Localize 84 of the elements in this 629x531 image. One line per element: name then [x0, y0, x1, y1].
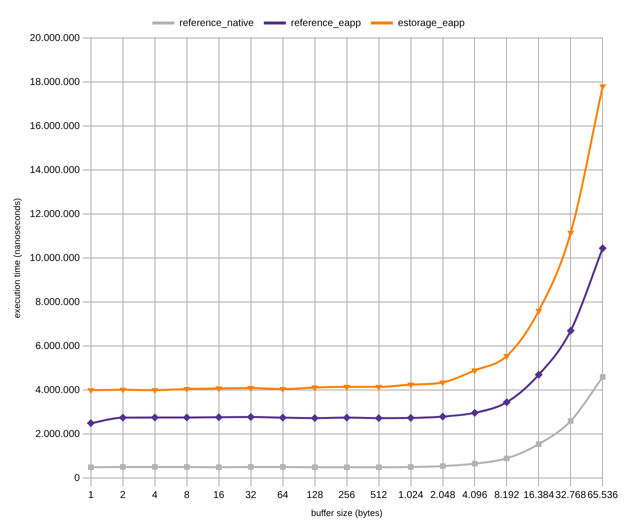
x-tick-label: 8	[184, 490, 190, 501]
x-tick-label: 1.024	[398, 490, 424, 501]
y-tick-label: 10.000.000	[30, 252, 80, 264]
point	[118, 414, 127, 422]
point	[248, 464, 254, 470]
point	[278, 414, 287, 422]
x-tick-label: 4.096	[462, 490, 488, 501]
point	[376, 464, 382, 470]
y-axis-title: execution time (nanoseconds)	[12, 198, 22, 318]
point	[216, 464, 222, 470]
point	[151, 388, 158, 394]
x-tick-label: 16.384	[523, 490, 554, 501]
point	[471, 368, 478, 374]
x-tick-label: 1	[88, 490, 94, 501]
point	[535, 308, 542, 315]
y-tick-label: 8.000.000	[35, 296, 80, 308]
point	[599, 84, 606, 90]
point	[86, 419, 95, 428]
point	[375, 384, 382, 391]
point	[119, 388, 126, 394]
point	[120, 464, 126, 470]
x-tick-label: 256	[338, 490, 356, 501]
y-tick-label: 6.000.000	[35, 340, 80, 352]
point	[568, 418, 574, 424]
legend-label: estorage_eapp	[398, 18, 466, 29]
point	[184, 464, 190, 470]
point	[152, 464, 158, 470]
x-tick-label: 32.768	[555, 490, 586, 501]
point	[406, 414, 415, 422]
point	[182, 413, 191, 422]
x-tick-label: 32	[245, 490, 257, 501]
x-tick-label: 128	[306, 490, 324, 501]
point	[246, 413, 255, 422]
point	[567, 230, 574, 237]
point	[504, 456, 510, 462]
point	[342, 414, 351, 422]
point	[503, 354, 510, 360]
x-tick-label: 16	[213, 490, 225, 501]
point	[439, 380, 446, 386]
point	[344, 464, 350, 470]
point	[150, 413, 159, 422]
point	[374, 414, 383, 422]
legend-label: reference_eapp	[290, 18, 362, 29]
point	[215, 386, 222, 392]
x-tick-label: 8.192	[494, 490, 520, 501]
point	[312, 464, 318, 470]
x-tick-label: 512	[370, 490, 388, 501]
point	[310, 414, 319, 422]
y-tick-label: 14.000.000	[30, 164, 80, 176]
x-tick-label: 2	[120, 490, 126, 501]
point	[566, 326, 575, 335]
y-tick-label: 12.000.000	[30, 208, 80, 220]
point	[598, 244, 607, 252]
point	[472, 460, 478, 466]
point	[536, 441, 542, 447]
y-tick-label: 18.000.000	[30, 76, 80, 88]
point	[438, 412, 447, 421]
y-tick-label: 20.000.000	[30, 32, 80, 44]
x-tick-label: 64	[277, 490, 289, 501]
y-tick-label: 2.000.000	[35, 428, 80, 440]
point	[183, 387, 190, 394]
point	[408, 464, 414, 470]
point	[534, 370, 543, 379]
point	[440, 463, 446, 469]
point	[407, 382, 414, 389]
y-tick-label: 4.000.000	[35, 384, 80, 396]
point	[280, 464, 286, 470]
point	[600, 374, 606, 380]
point	[214, 413, 223, 422]
y-tick-label: 16.000.000	[30, 120, 80, 132]
x-tick-label: 2.048	[430, 490, 456, 501]
point	[343, 384, 350, 391]
point	[311, 386, 318, 392]
point	[247, 386, 254, 392]
point	[87, 388, 94, 394]
point	[470, 408, 479, 417]
x-axis-title: buffer size (bytes)	[311, 508, 382, 518]
x-tick-label: 4	[152, 490, 158, 501]
x-tick-label: 65.536	[587, 490, 618, 501]
legend-label: reference_native	[179, 18, 254, 29]
point	[88, 464, 94, 470]
point	[502, 398, 511, 406]
y-tick-label: 0	[74, 472, 80, 484]
point	[279, 387, 286, 394]
